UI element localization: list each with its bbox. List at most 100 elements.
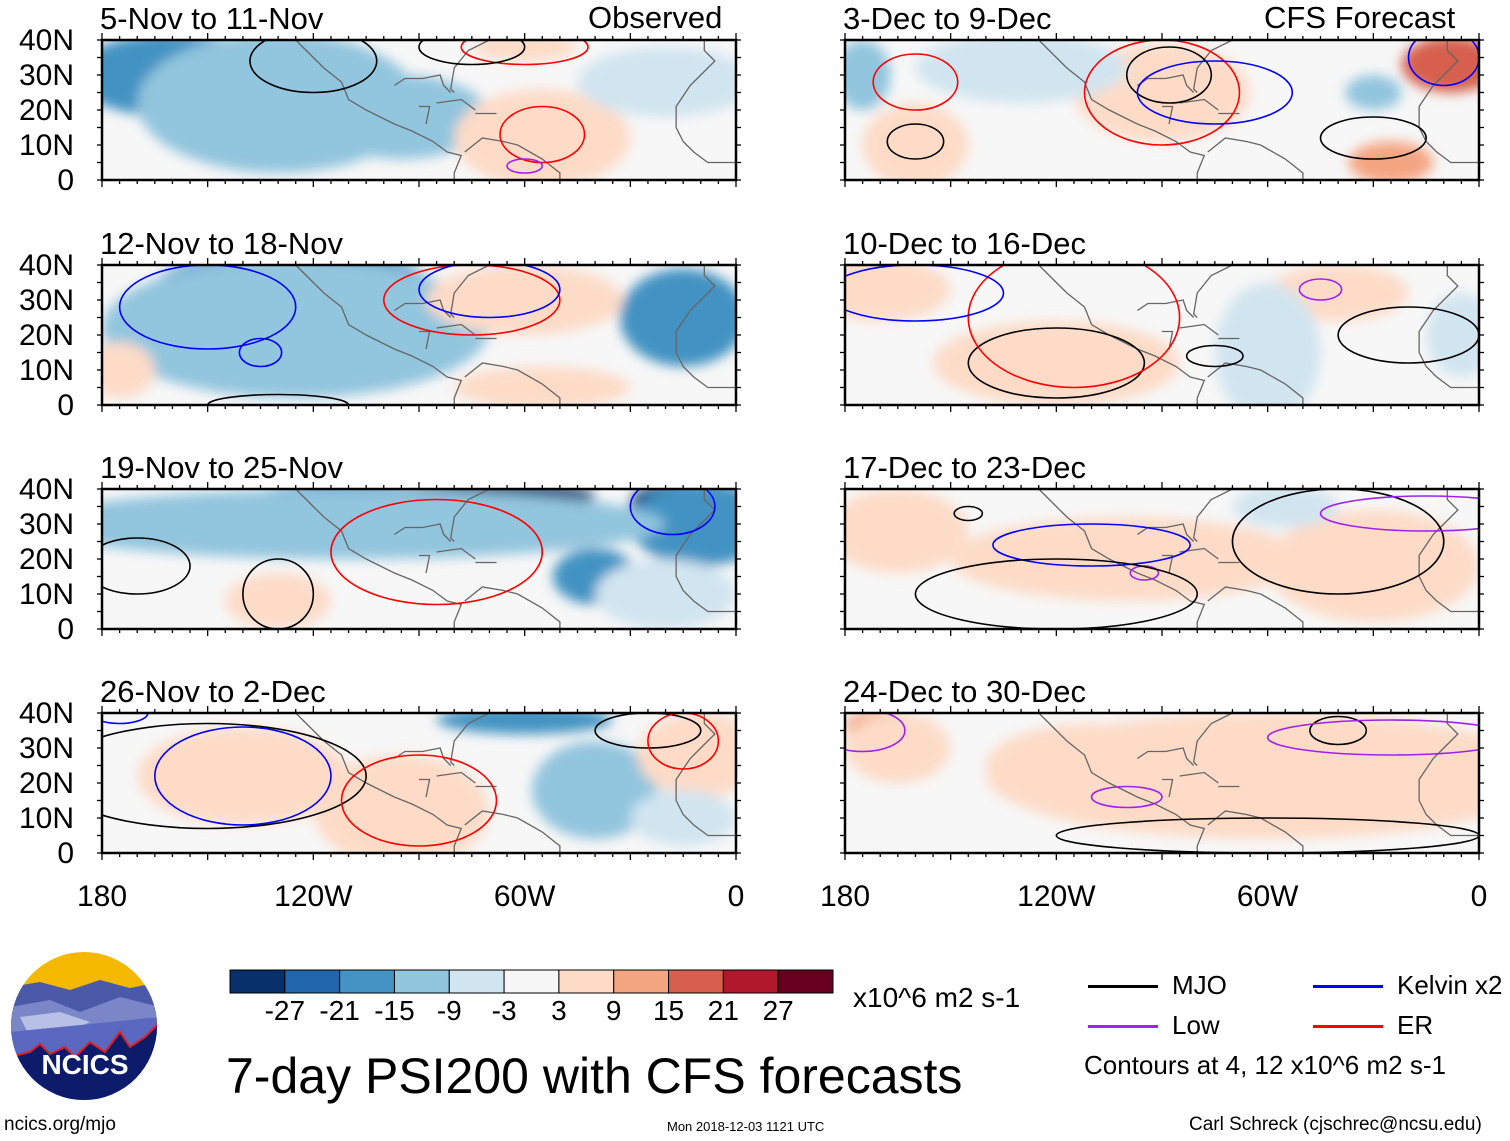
coastline: [450, 713, 490, 766]
coastline: [393, 523, 452, 542]
colorbar-label: 9: [605, 995, 622, 1026]
low-contour: [1266, 719, 1479, 756]
anomaly-shading: [1401, 40, 1479, 93]
colorbar-swatch: [668, 969, 724, 994]
anomaly-shading: [137, 727, 349, 825]
logo-text: NCICS: [41, 1049, 128, 1080]
er-contour: [330, 498, 544, 606]
legend-label-er: ER: [1397, 1010, 1434, 1040]
mjo-contour: [102, 537, 191, 595]
anomaly-shading: [845, 40, 891, 110]
kelvin-contour: [845, 265, 1005, 322]
kelvin-contour: [629, 489, 716, 536]
mjo-contour: [1319, 116, 1427, 160]
coastline: [464, 586, 561, 629]
y-tick-label: 40N: [18, 473, 74, 506]
coastline: [1193, 713, 1233, 766]
anomaly-shading: [862, 103, 969, 180]
x-tick-label: 180: [819, 880, 871, 913]
anomaly-shading: [1267, 510, 1479, 622]
colorbar-swatch: [448, 969, 505, 994]
er-contour: [647, 713, 720, 770]
coastline: [1207, 137, 1304, 180]
er-contour: [460, 40, 589, 66]
y-tick-label: 20N: [18, 319, 74, 352]
mjo-contour: [1125, 46, 1213, 104]
x-tick-label: 120W: [1017, 880, 1096, 913]
anomaly-shading: [1348, 141, 1434, 180]
map-panel: [97, 706, 741, 860]
coastline: [464, 810, 561, 853]
panel-title: 26-Nov to 2-Dec: [100, 674, 326, 709]
colorbar-swatch: [284, 969, 341, 994]
er-contour: [872, 53, 959, 111]
anomaly-shading: [595, 559, 736, 629]
coastline: [1179, 323, 1219, 336]
observed-label: Observed: [588, 0, 723, 35]
low-contour: [1090, 785, 1163, 809]
y-tick-label: 30N: [18, 732, 74, 765]
y-tick-label: 0: [57, 164, 74, 197]
anomaly-shading: [102, 489, 666, 559]
colorbar-label: 3: [551, 995, 567, 1026]
mjo-contour: [1231, 489, 1445, 595]
coastline: [450, 489, 490, 542]
coastline: [1179, 547, 1219, 560]
legend-label-kelvin: Kelvin x2: [1397, 970, 1503, 1000]
anomaly-shading: [313, 755, 490, 853]
coastline: [295, 40, 463, 180]
forecast-label: CFS Forecast: [1264, 0, 1456, 35]
anomaly-shading: [845, 489, 969, 573]
coastline: [419, 105, 431, 125]
coastline: [1136, 74, 1195, 93]
coastline: [436, 323, 476, 336]
y-tick-label: 30N: [18, 59, 74, 92]
er-contour: [1083, 40, 1241, 146]
low-contour: [845, 713, 906, 753]
coastline: [675, 40, 736, 164]
legend-line-mjo: [1088, 985, 1158, 988]
x-tick-label: 0: [1470, 880, 1488, 913]
map-panels: [97, 33, 1484, 860]
coastline: [1207, 362, 1304, 405]
kelvin-contour: [154, 726, 332, 826]
anomaly-shading: [1214, 282, 1321, 405]
coastline: [1162, 554, 1174, 574]
panel-title: 5-Nov to 11-Nov: [100, 1, 324, 36]
er-contour: [967, 265, 1181, 389]
colorbar-swatch: [339, 969, 395, 994]
coastline: [1207, 586, 1304, 629]
coastline: [464, 362, 561, 405]
colorbar-units: x10^6 m2 s-1: [853, 982, 1021, 1013]
mjo-contour: [886, 123, 945, 160]
coastline: [436, 547, 476, 560]
panel-title: 19-Nov to 25-Nov: [100, 450, 343, 485]
coastline: [1136, 299, 1195, 318]
legend-line-low: [1088, 1025, 1158, 1028]
map-panel: [840, 482, 1484, 636]
y-tick-label: 30N: [18, 508, 74, 541]
x-tick-label: 0: [727, 880, 745, 913]
y-tick-label: 10N: [18, 802, 74, 835]
kelvin-contour: [238, 337, 283, 368]
kelvin-contour: [1407, 40, 1479, 87]
panel-title: 12-Nov to 18-Nov: [100, 226, 343, 261]
anomaly-shading: [630, 790, 736, 846]
mjo-contour: [206, 393, 350, 405]
x-tick-label: 120W: [274, 880, 353, 913]
anomaly-shading: [102, 342, 155, 398]
coastline: [419, 554, 431, 574]
timestamp: Mon 2018-12-03 1121 UTC: [667, 1119, 825, 1134]
coastline: [419, 778, 431, 798]
colorbar-label: -3: [491, 995, 517, 1026]
y-tick-label: 40N: [18, 697, 74, 730]
source-url[interactable]: ncics.org/mjo: [4, 1114, 116, 1135]
coastline: [1136, 747, 1195, 766]
colorbar-label: -15: [374, 995, 415, 1026]
x-tick-label: 60W: [1236, 880, 1299, 913]
map-panel: [97, 482, 741, 636]
anomaly-shading: [313, 75, 490, 159]
map-panel: [840, 33, 1484, 187]
kelvin-contour: [102, 713, 149, 725]
